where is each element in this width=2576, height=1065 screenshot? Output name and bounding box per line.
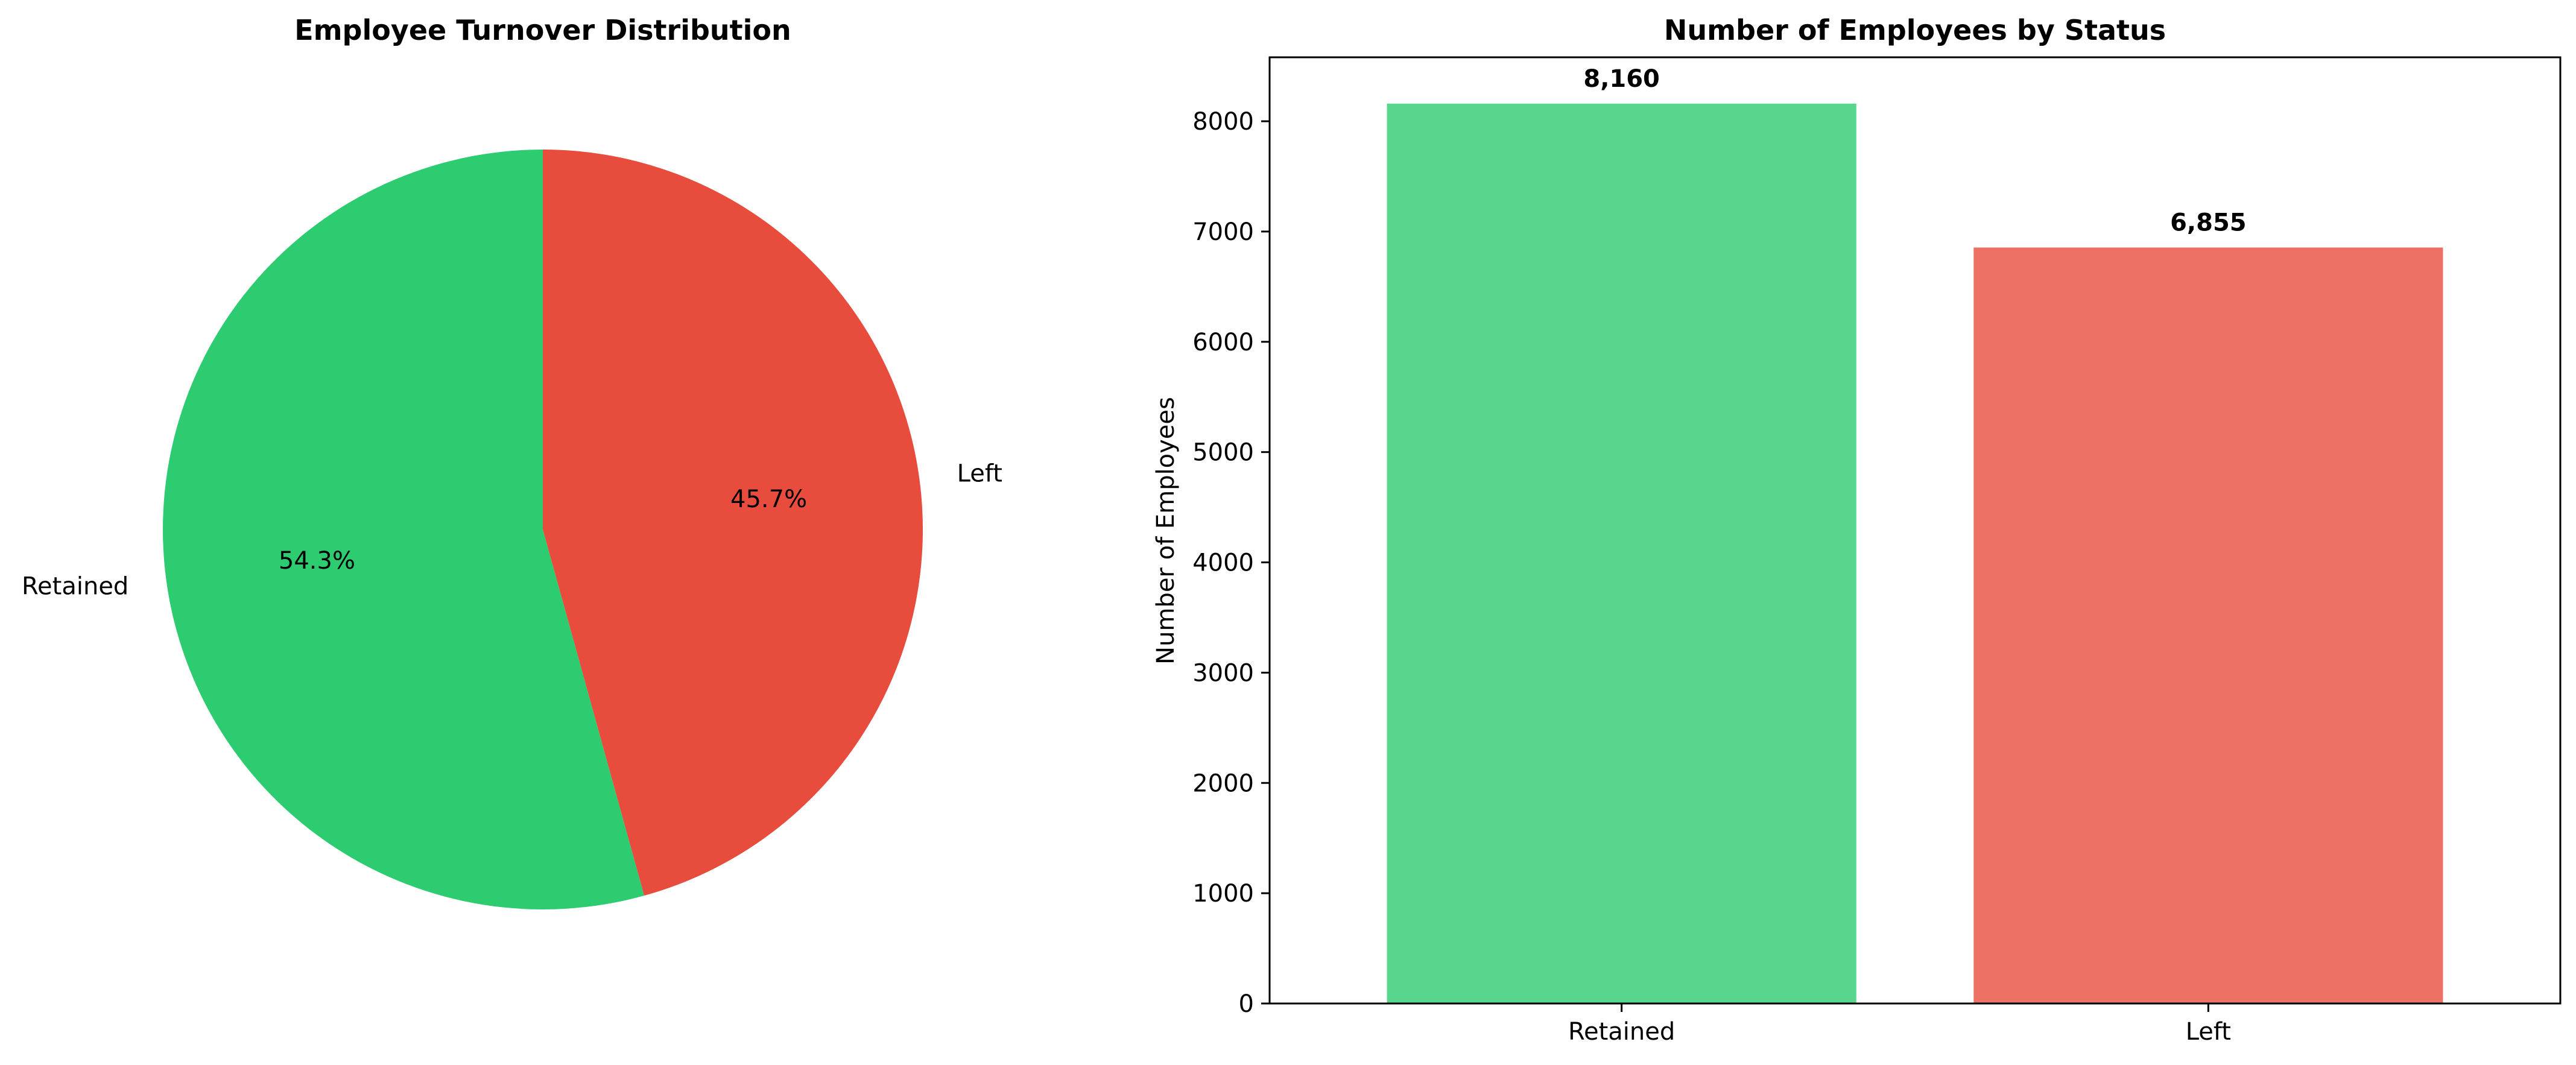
bar-value-labels: 8,160 6,855 [1583,65,2246,237]
pie-category-label-left: Left [957,460,1002,488]
pie-labels: 54.3% Retained 45.7% Left [22,460,1002,601]
bar-chart: Number of Employees by Status 0 1000 2000 3… [1152,14,2562,1046]
y-tick-label: 4000 [1192,549,1254,577]
pie-pct-label-left: 45.7% [730,485,807,513]
x-tick-label-left: Left [2186,1018,2231,1046]
bar-marks [1387,103,2443,1003]
bar-retained [1387,103,1856,1003]
pie-category-label-retained: Retained [22,572,128,600]
y-tick-label: 8000 [1192,108,1254,136]
y-axis-ticks: 0 1000 2000 3000 4000 5000 6000 7000 8000 [1192,108,1270,1018]
bar-left [1973,247,2443,1003]
y-tick-label: 0 [1239,990,1254,1018]
y-axis-label: Number of Employees [1152,397,1180,665]
y-tick-label: 2000 [1192,770,1254,797]
y-tick-label: 7000 [1192,218,1254,246]
pie-pct-label-retained: 54.3% [279,547,355,575]
pie-slices [162,150,923,909]
bar-value-label-retained: 8,160 [1583,65,1660,93]
pie-slice-left [543,150,923,896]
pie-title: Employee Turnover Distribution [294,14,791,46]
y-tick-label: 1000 [1192,880,1254,908]
y-tick-label: 5000 [1192,439,1254,467]
x-tick-label-retained: Retained [1568,1018,1675,1046]
x-axis-ticks: Retained Left [1568,1003,2231,1046]
y-tick-label: 3000 [1192,659,1254,687]
y-tick-label: 6000 [1192,329,1254,356]
bar-value-label-left: 6,855 [2170,209,2247,236]
pie-slice-retained [162,150,645,909]
plot-frame [1268,56,2562,1005]
bar-title: Number of Employees by Status [1664,14,2166,46]
pie-chart: Employee Turnover Distribution 54.3% Reta… [22,14,1002,909]
